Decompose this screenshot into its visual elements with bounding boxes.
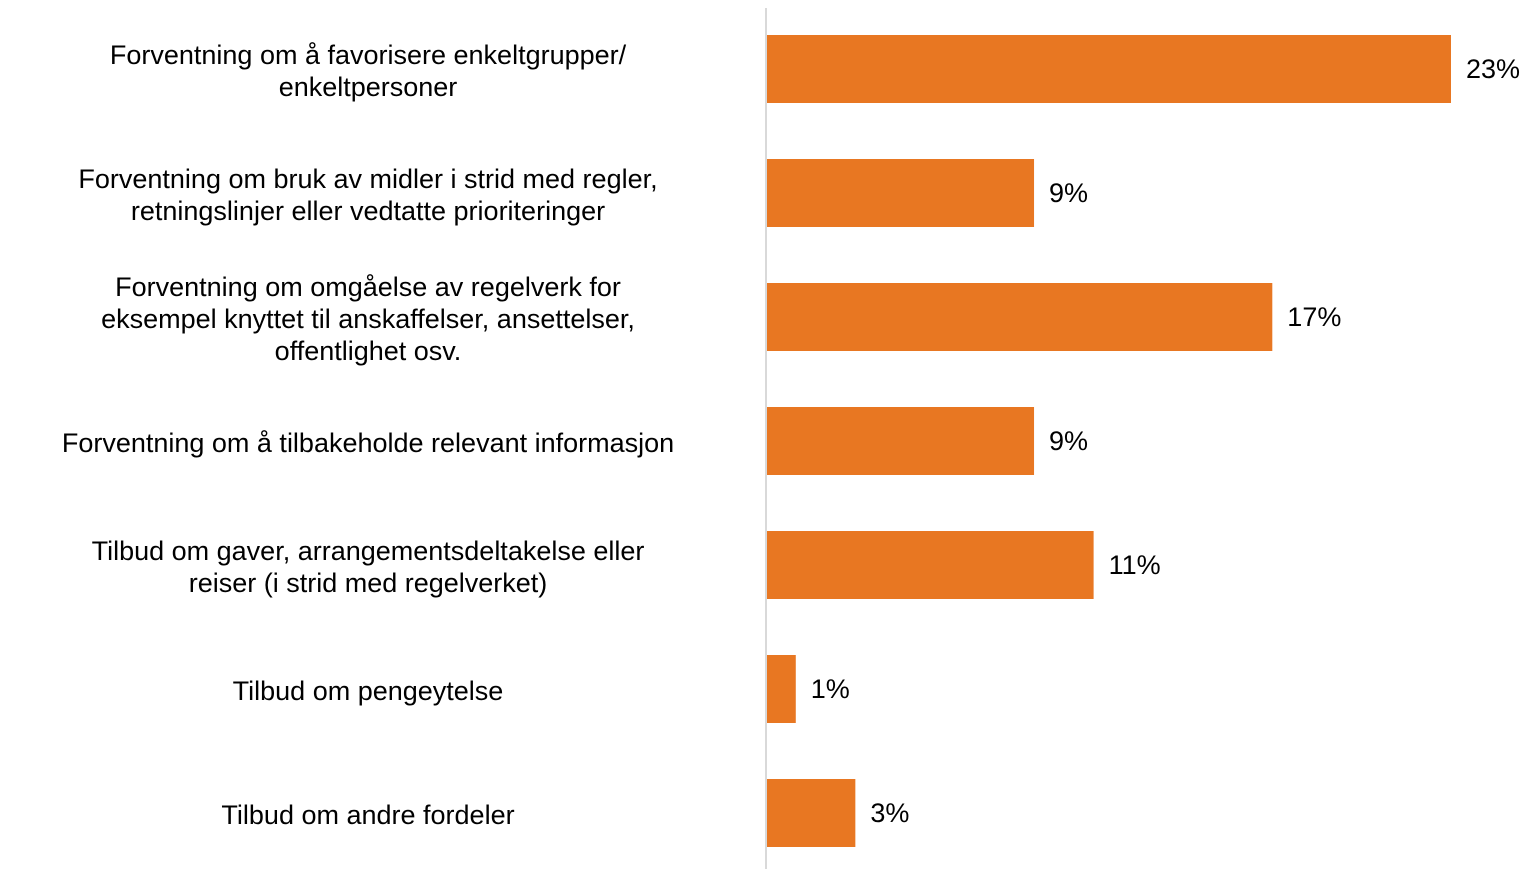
value-label: 1% xyxy=(811,674,850,704)
bar xyxy=(766,35,1451,103)
value-label: 23% xyxy=(1466,54,1520,84)
bar xyxy=(766,531,1094,599)
bar xyxy=(766,655,796,723)
category-label: Forventning om å tilbakeholde relevant i… xyxy=(61,428,675,458)
value-label: 11% xyxy=(1109,550,1161,580)
category-label: Tilbud om gaver, arrangementsdeltakelse … xyxy=(91,536,645,598)
category-label: Forventning om å favorisere enkeltgruppe… xyxy=(109,40,627,102)
value-label: 3% xyxy=(870,798,909,828)
value-label: 9% xyxy=(1049,178,1088,208)
bar xyxy=(766,159,1035,227)
value-label: 17% xyxy=(1287,302,1341,332)
category-label: Tilbud om pengeytelse xyxy=(232,676,504,706)
bar xyxy=(766,283,1273,351)
category-label: Forventning om omgåelse av regelverk for… xyxy=(101,272,635,366)
bar xyxy=(766,779,856,847)
category-label: Tilbud om andre fordeler xyxy=(221,800,515,830)
category-label: Forventning om bruk av midler i strid me… xyxy=(78,164,658,226)
value-label: 9% xyxy=(1049,426,1088,456)
bar xyxy=(766,407,1035,475)
